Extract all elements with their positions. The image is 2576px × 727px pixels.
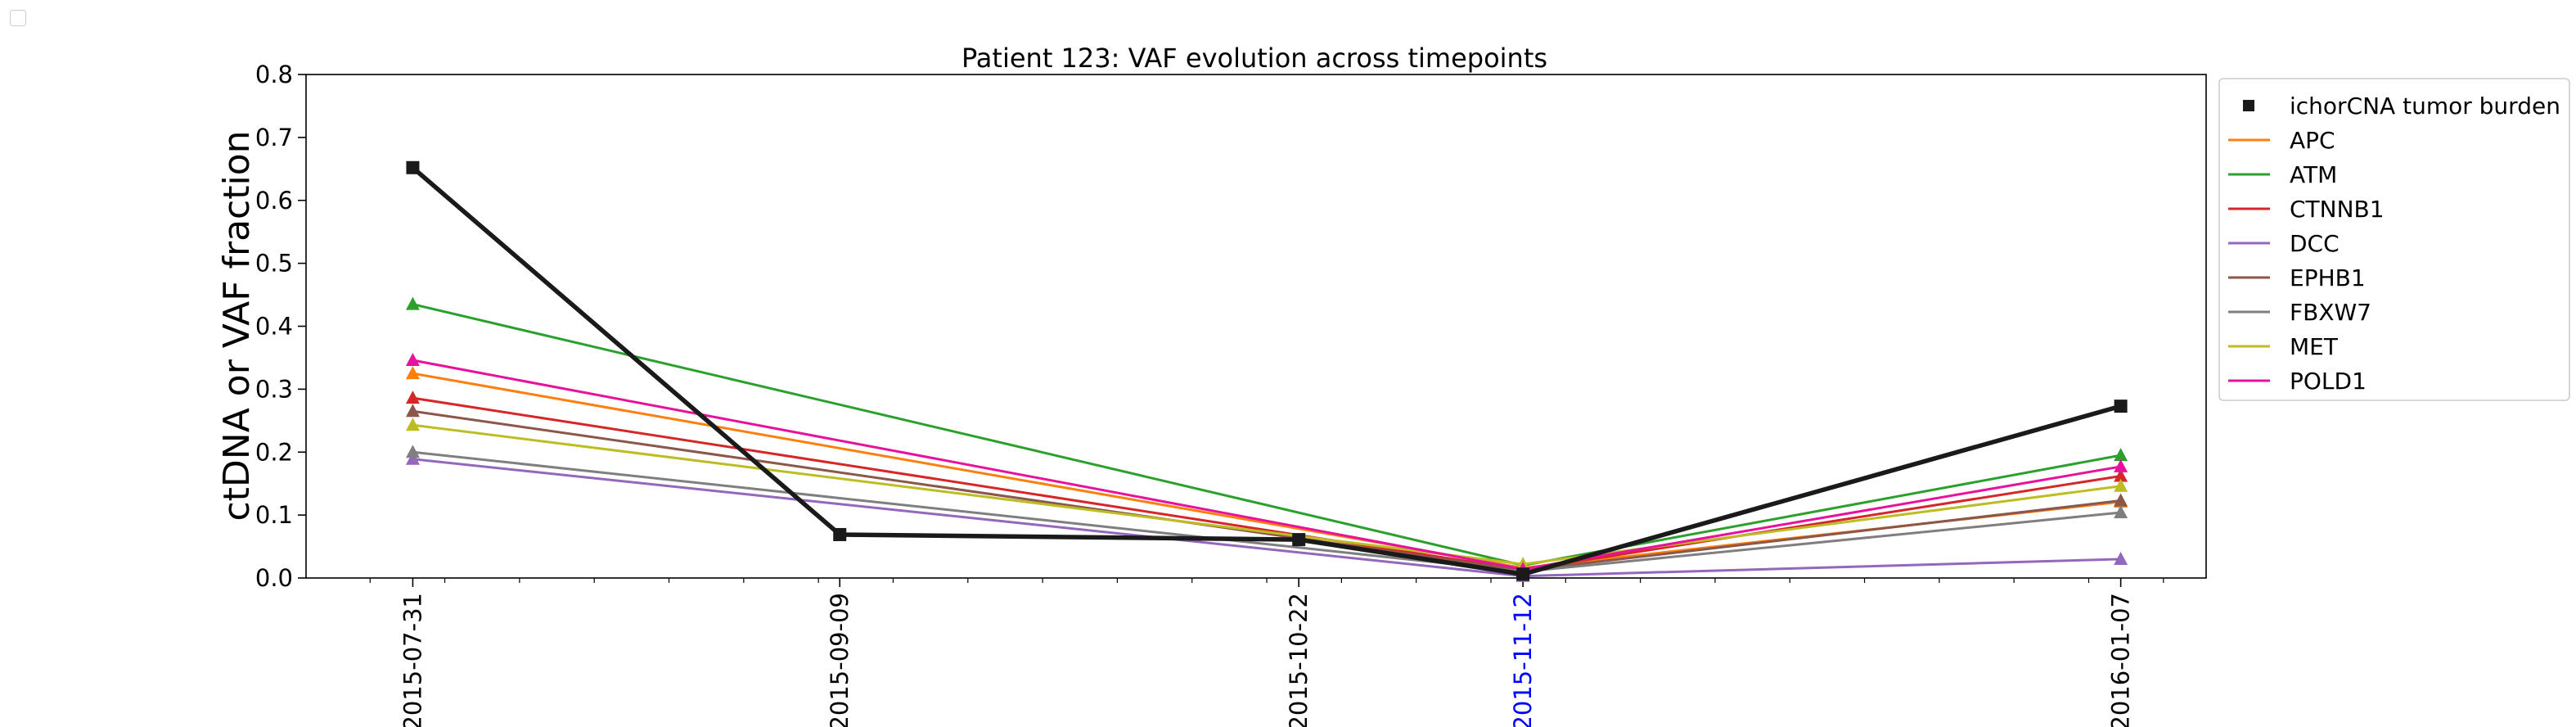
series-marker bbox=[405, 404, 420, 418]
series-marker bbox=[2114, 400, 2128, 413]
series-marker bbox=[2114, 478, 2128, 492]
legend-label: MET bbox=[2290, 333, 2339, 360]
legend-label: DCC bbox=[2290, 230, 2340, 257]
corner-checkbox[interactable] bbox=[10, 10, 26, 26]
legend-label: ichorCNA tumor burden bbox=[2290, 93, 2560, 120]
series-marker bbox=[405, 418, 420, 431]
series-marker bbox=[405, 296, 420, 310]
series-marker bbox=[2114, 458, 2128, 472]
y-tick-label: 0.5 bbox=[255, 250, 293, 278]
y-axis-label: ctDNA or VAF fraction bbox=[216, 130, 258, 521]
legend-label: POLD1 bbox=[2290, 368, 2367, 395]
x-tick-label: 2015-11-12 bbox=[1509, 593, 1537, 727]
y-tick-label: 0.3 bbox=[255, 375, 293, 403]
series-marker bbox=[1516, 567, 1530, 581]
x-axis: 2015-07-31 2015-09-09 2015-10-22 2015-11-12… bbox=[369, 578, 2164, 727]
x-tick-label: 2016-01-07 bbox=[2107, 593, 2135, 727]
series-layer bbox=[405, 160, 2128, 582]
y-tick-label: 0.1 bbox=[255, 501, 293, 529]
y-tick-label: 0.2 bbox=[255, 438, 293, 466]
x-tick-label: 2015-09-09 bbox=[826, 593, 853, 727]
legend-label: CTNNB1 bbox=[2290, 196, 2385, 223]
legend-label: APC bbox=[2290, 127, 2335, 154]
series-line bbox=[412, 450, 2121, 573]
legend-label: FBXW7 bbox=[2290, 299, 2371, 326]
series-marker bbox=[1292, 533, 1306, 547]
series-marker bbox=[405, 353, 420, 367]
y-tick-label: 0.4 bbox=[255, 313, 293, 341]
legend-frame bbox=[2218, 78, 2570, 401]
y-tick-label: 0.7 bbox=[255, 124, 293, 151]
series-marker bbox=[833, 527, 847, 541]
series-marker bbox=[405, 451, 420, 465]
x-tick-label: 2015-07-31 bbox=[399, 593, 426, 727]
y-axis: 0.0 0.1 0.2 0.3 0.4 0.5 0.6 0.7 0.8 bbox=[255, 61, 306, 592]
series-marker bbox=[2114, 448, 2128, 462]
legend-label: ATM bbox=[2290, 161, 2337, 188]
series-marker bbox=[405, 445, 420, 458]
x-tick-label: 2015-10-22 bbox=[1285, 593, 1313, 727]
y-tick-label: 0.6 bbox=[255, 187, 293, 214]
chart-title: Patient 123: VAF evolution across timepo… bbox=[961, 43, 1547, 74]
series-marker bbox=[406, 160, 420, 174]
y-tick-label: 0.8 bbox=[255, 61, 293, 88]
series-marker bbox=[405, 391, 420, 404]
series-line bbox=[412, 409, 2121, 572]
legend-label: EPHB1 bbox=[2290, 264, 2366, 291]
series-marker bbox=[2114, 493, 2128, 507]
series-marker bbox=[2114, 505, 2128, 519]
series-line bbox=[412, 303, 2121, 567]
series-line bbox=[411, 165, 2122, 577]
series-marker bbox=[405, 366, 420, 380]
y-tick-label: 0.0 bbox=[255, 564, 293, 592]
legend: ichorCNA tumor burden APC ATM CTNNB1 DCC EPHB… bbox=[2218, 78, 2570, 401]
legend-marker bbox=[2243, 100, 2254, 111]
series-marker bbox=[2114, 551, 2128, 565]
series-marker bbox=[2114, 468, 2128, 482]
